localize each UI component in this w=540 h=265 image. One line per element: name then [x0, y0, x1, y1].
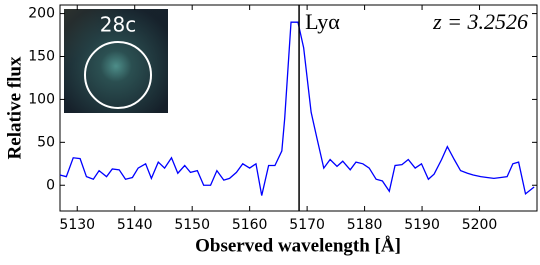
- y-tick-label: 0: [46, 177, 55, 193]
- x-tick-label: 5190: [404, 217, 440, 233]
- x-axis-label: Observed wavelength [Å]: [195, 235, 401, 256]
- inset-aperture: [84, 41, 152, 109]
- x-tick-label: 5140: [117, 217, 153, 233]
- y-tick-label: 200: [28, 6, 55, 22]
- inset-label: 28c: [100, 13, 136, 37]
- x-tick-label: 5200: [462, 217, 498, 233]
- inset: 28c: [64, 9, 168, 113]
- y-axis-label: Relative flux: [4, 56, 25, 159]
- x-tick-label: 5150: [174, 217, 210, 233]
- y-tick-label: 100: [28, 91, 55, 107]
- y-tick-label: 150: [28, 49, 55, 65]
- x-tick-label: 5130: [59, 217, 95, 233]
- inset-galaxy: [64, 9, 168, 113]
- y-tick-label: 50: [37, 134, 55, 150]
- spectrum-line: [59, 21, 535, 196]
- annotation: z = 3.2526: [432, 9, 528, 34]
- x-tick-label: 5170: [289, 217, 325, 233]
- lya-label: Lyα: [305, 9, 340, 34]
- x-tick-label: 5180: [347, 217, 383, 233]
- x-tick-label: 5160: [232, 217, 268, 233]
